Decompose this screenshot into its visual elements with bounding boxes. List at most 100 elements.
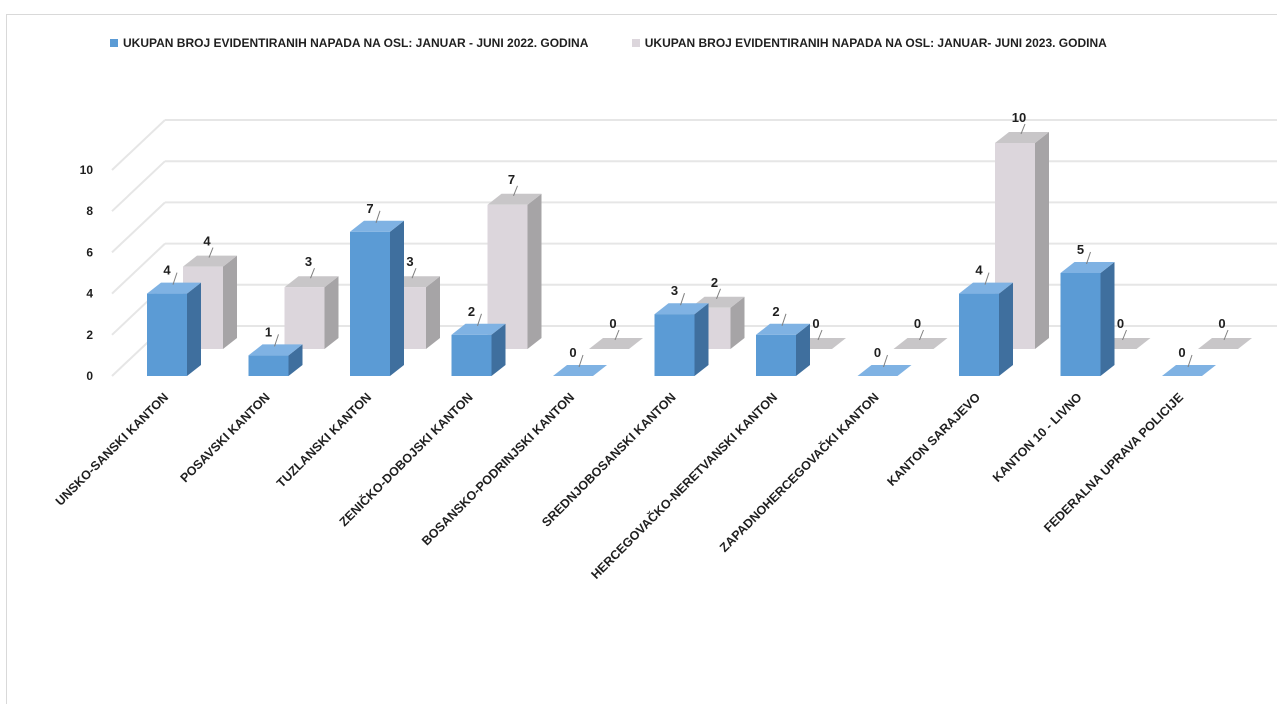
bar-2022 bbox=[1060, 273, 1101, 376]
bar-2023-top bbox=[284, 276, 339, 288]
gridline-depth bbox=[111, 119, 166, 171]
data-label-2023: 0 bbox=[1117, 316, 1124, 331]
data-label-2022: 0 bbox=[1178, 345, 1185, 360]
bar-2022-top bbox=[756, 323, 810, 335]
data-label-2023-leader bbox=[614, 329, 620, 341]
bar-2022-side bbox=[390, 220, 404, 376]
data-label-2023-leader bbox=[817, 329, 823, 341]
data-label-2023: 4 bbox=[203, 234, 211, 249]
data-label-2022: 1 bbox=[265, 324, 272, 339]
bar-2022-side bbox=[1100, 262, 1115, 376]
legend-item-2023: UKUPAN BROJ EVIDENTIRANIH NAPADA NA OSL:… bbox=[631, 36, 1107, 50]
data-label-2023: 3 bbox=[406, 254, 413, 269]
bar-2022 bbox=[147, 293, 187, 376]
y-tick-label: 4 bbox=[86, 287, 93, 301]
bar-2022 bbox=[654, 314, 695, 376]
bar-2023-top bbox=[183, 255, 237, 267]
x-category-label: KANTON SARAJEVO bbox=[884, 390, 983, 489]
y-tick-label: 6 bbox=[86, 245, 93, 259]
data-label-2022-leader bbox=[781, 313, 787, 326]
x-category-label: UNSKO-SANSKI KANTON bbox=[53, 390, 171, 508]
data-label-2023: 0 bbox=[812, 316, 819, 331]
bar-2022-top bbox=[451, 323, 506, 335]
bar-2022-top bbox=[1060, 262, 1115, 273]
bar-2022-top bbox=[553, 365, 607, 376]
bar-2022-side bbox=[999, 282, 1013, 376]
bar-2022-side bbox=[187, 282, 201, 376]
data-label-2022-leader bbox=[984, 272, 990, 285]
data-label-2023-leader bbox=[919, 329, 924, 341]
bar-2022 bbox=[756, 334, 796, 376]
chart-frame bbox=[6, 14, 1277, 704]
data-label-2022-leader bbox=[883, 354, 888, 368]
legend-swatch-2022 bbox=[110, 39, 118, 47]
data-label-2023-leader bbox=[1122, 329, 1127, 341]
data-label-2022-leader bbox=[1187, 354, 1193, 368]
data-label-2022: 0 bbox=[569, 345, 576, 360]
x-category-label: KANTON 10 - LIVNO bbox=[990, 390, 1085, 485]
bar-2023-side bbox=[1035, 132, 1049, 349]
data-label-2023: 7 bbox=[508, 172, 515, 187]
x-category-label: ZAPADNOHERCEGOVAČKI KANTON bbox=[716, 390, 881, 555]
data-label-2022: 7 bbox=[366, 201, 373, 216]
bar-2022 bbox=[451, 334, 492, 376]
data-label-2023: 0 bbox=[1218, 316, 1225, 331]
bar-2022-top bbox=[248, 344, 303, 356]
data-label-2023: 3 bbox=[305, 254, 312, 269]
data-label-2023-leader bbox=[411, 268, 417, 279]
x-category-label: TUZLANSKI KANTON bbox=[274, 390, 374, 490]
data-label-2022: 2 bbox=[772, 304, 779, 319]
data-label-2022: 5 bbox=[1077, 242, 1084, 257]
y-tick-label: 0 bbox=[86, 369, 93, 383]
bar-2022-top bbox=[1162, 365, 1216, 376]
bar-2022-side bbox=[796, 323, 810, 376]
data-label-2022: 4 bbox=[975, 263, 983, 278]
data-label-2023-leader bbox=[716, 288, 721, 299]
bar-2022 bbox=[248, 355, 289, 376]
x-category-label: HERCEGOVAČKO-NERETVANSKI KANTON bbox=[588, 390, 780, 582]
gridline-depth bbox=[111, 201, 166, 254]
data-label-2023-leader bbox=[310, 268, 315, 279]
bar-2022-top bbox=[147, 282, 201, 294]
data-label-2022: 3 bbox=[671, 283, 678, 298]
legend-label-2023: UKUPAN BROJ EVIDENTIRANIH NAPADA NA OSL:… bbox=[644, 36, 1107, 50]
y-tick-label: 8 bbox=[86, 204, 93, 218]
data-label-2023-leader bbox=[1020, 123, 1026, 135]
data-label-2022: 4 bbox=[163, 263, 171, 278]
y-tick-label: 2 bbox=[86, 328, 93, 342]
bar-2022-top bbox=[350, 220, 404, 232]
legend-item-2022: UKUPAN BROJ EVIDENTIRANIH NAPADA NA OSL:… bbox=[110, 36, 588, 50]
gridline-depth bbox=[111, 242, 166, 295]
data-label-2022-leader bbox=[274, 334, 279, 347]
legend-swatch-2023 bbox=[631, 39, 640, 47]
data-label-2023-leader bbox=[513, 185, 518, 196]
data-label-2023-leader bbox=[208, 247, 214, 258]
legend: UKUPAN BROJ EVIDENTIRANIH NAPADA NA OSL:… bbox=[110, 36, 1147, 50]
data-label-2022-leader bbox=[578, 354, 584, 368]
bar-2022 bbox=[350, 231, 390, 376]
bar-2023-side bbox=[527, 193, 542, 349]
data-label-2022-leader bbox=[477, 313, 482, 326]
data-label-2023: 0 bbox=[914, 316, 921, 331]
bar-2023-side bbox=[223, 255, 237, 349]
bar-2023 bbox=[284, 287, 325, 349]
data-label-2023: 10 bbox=[1012, 110, 1026, 125]
bar-2022 bbox=[959, 293, 999, 376]
data-label-2022-leader bbox=[680, 293, 685, 306]
data-label-2023: 2 bbox=[711, 275, 718, 290]
bar-2022-side bbox=[288, 344, 303, 376]
data-label-2022: 2 bbox=[468, 304, 475, 319]
data-label-2023: 0 bbox=[609, 316, 616, 331]
bar-2023-top bbox=[589, 338, 643, 349]
bar-2023-top bbox=[893, 338, 948, 349]
data-label-2023-leader bbox=[1223, 329, 1229, 341]
bar-2022-side bbox=[491, 323, 506, 376]
legend-label-2022: UKUPAN BROJ EVIDENTIRANIH NAPADA NA OSL:… bbox=[123, 36, 589, 50]
data-label-2022-leader bbox=[1086, 251, 1091, 265]
data-label-2022-leader bbox=[172, 272, 178, 285]
bar-2023-top bbox=[995, 132, 1049, 143]
bar-2022-top bbox=[857, 365, 912, 376]
bar-2023-top bbox=[487, 193, 542, 205]
y-tick-label: 10 bbox=[80, 163, 94, 177]
